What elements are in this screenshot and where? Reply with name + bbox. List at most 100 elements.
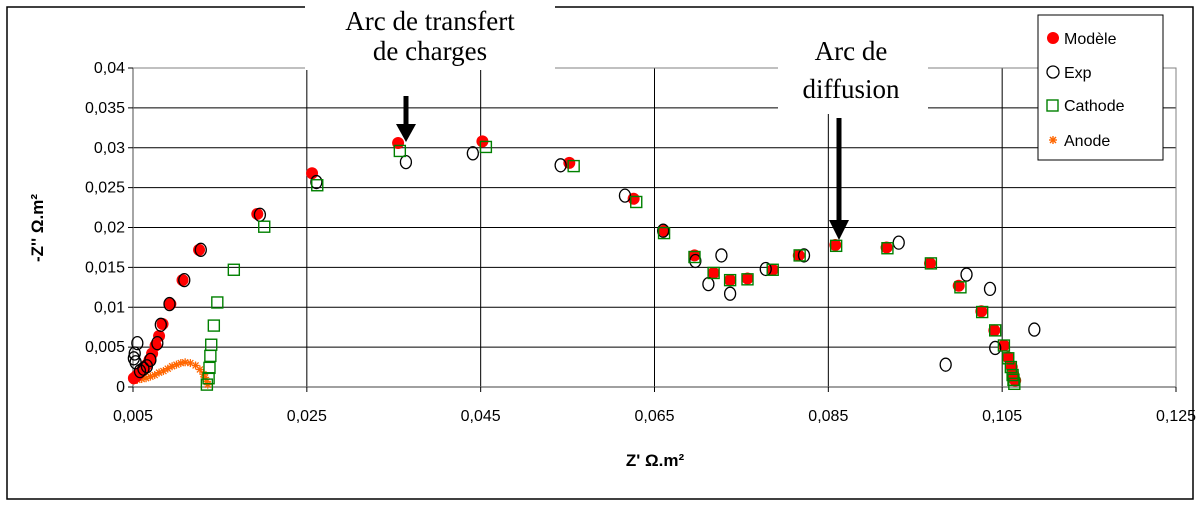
x-tick-label: 0,025: [287, 408, 327, 425]
chart-border: [6, 6, 1194, 500]
point-cathode: [205, 338, 218, 351]
point-cathode: [311, 179, 324, 192]
point-modele: [688, 249, 701, 262]
x-tick-label: 0,045: [461, 408, 501, 425]
point-cathode: [989, 324, 1002, 337]
legend-label-exp: Exp: [1064, 65, 1092, 82]
point-anode: [195, 365, 204, 374]
arrow-diffusion: [829, 118, 849, 240]
y-axis-ticks: 0 0,005 0,01 0,015 0,02 0,025 0,03 0,035 0,04: [85, 60, 133, 396]
point-exp: [618, 188, 632, 203]
point-exp: [759, 261, 772, 277]
point-cathode: [479, 140, 493, 154]
point-cathode: [630, 195, 643, 209]
arrow-charge-transfer: [396, 96, 416, 142]
point-exp: [194, 242, 207, 257]
point-exp: [554, 158, 567, 173]
legend-marker-cathode: [1046, 99, 1059, 112]
point-cathode: [211, 296, 224, 309]
point-cathode: [723, 273, 737, 287]
point-cathode: [567, 159, 580, 173]
annotation-box-charge-transfer: [305, 0, 555, 70]
point-modele: [153, 329, 166, 342]
point-exp: [657, 223, 670, 238]
point-exp: [715, 248, 728, 263]
annotation-charge-transfer-line1: Arc de transfert: [345, 6, 515, 36]
legend: Modèle Exp Cathode Anode: [1037, 14, 1164, 161]
point-modele: [724, 274, 737, 287]
point-cathode: [227, 263, 241, 276]
legend-marker-anode: [1049, 136, 1057, 144]
annotation-diffusion-line2: diffusion: [802, 74, 900, 104]
point-cathode: [200, 378, 214, 391]
legend-marker-modele: [1047, 32, 1059, 44]
point-anode: [191, 361, 200, 370]
y-tick-label: 0,025: [85, 180, 125, 197]
x-tick-label: 0,065: [634, 408, 674, 425]
y-tick-label: 0,01: [94, 299, 125, 316]
point-cathode: [707, 266, 720, 280]
annotation-charge-transfer-line2: de charges: [373, 36, 487, 66]
point-modele: [988, 324, 1001, 337]
point-cathode: [975, 305, 989, 319]
y-tick-label: 0,035: [85, 100, 125, 117]
x-tick-label: 0,005: [113, 408, 153, 425]
y-tick-label: 0: [116, 379, 125, 396]
annotation-box-diffusion: [778, 32, 928, 114]
point-cathode: [741, 273, 754, 286]
point-anode: [159, 367, 168, 376]
point-cathode: [1006, 368, 1019, 382]
point-exp: [939, 357, 952, 372]
x-axis-ticks: 0,005 0,025 0,045 0,065 0,085 0,105 0,125: [113, 387, 1196, 425]
y-tick-label: 0,015: [85, 259, 125, 276]
legend-label-anode: Anode: [1064, 133, 1110, 150]
y-axis-title: -Z'' Ω.m²: [28, 194, 47, 262]
point-modele: [924, 257, 937, 270]
point-anode: [146, 372, 155, 381]
point-cathode: [829, 239, 843, 253]
x-tick-label: 0,125: [1156, 408, 1196, 425]
point-cathode: [793, 249, 806, 262]
point-cathode: [1004, 360, 1018, 374]
point-exp: [163, 296, 176, 312]
point-exp: [797, 248, 811, 263]
point-anode: [203, 380, 212, 389]
legend-label-cathode: Cathode: [1064, 98, 1125, 115]
legend-label-modele: Modèle: [1064, 31, 1117, 48]
legend-marker-exp: [1046, 65, 1060, 79]
point-exp: [128, 346, 141, 361]
annotation-diffusion-line1: Arc de: [815, 36, 888, 66]
point-exp: [983, 281, 997, 297]
y-tick-label: 0,03: [94, 140, 125, 157]
point-exp: [989, 340, 1002, 356]
point-modele: [975, 305, 988, 318]
point-cathode: [954, 281, 967, 294]
point-cathode: [393, 144, 407, 158]
point-exp: [151, 335, 164, 351]
x-tick-label: 0,105: [982, 408, 1022, 425]
point-exp: [1028, 322, 1041, 337]
point-cathode: [657, 226, 671, 240]
point-modele: [741, 272, 754, 285]
point-modele: [1002, 351, 1015, 364]
point-cathode: [688, 250, 701, 264]
point-cathode: [258, 220, 271, 233]
point-modele: [149, 339, 162, 352]
point-modele: [707, 266, 720, 279]
point-cathode: [1008, 377, 1021, 391]
point-exp: [178, 272, 191, 288]
point-cathode: [1002, 352, 1015, 365]
point-cathode: [203, 361, 216, 375]
point-anode: [181, 358, 190, 367]
point-modele: [880, 241, 893, 254]
point-cathode: [924, 257, 938, 270]
point-exp: [131, 335, 144, 351]
x-tick-label: 0,085: [808, 408, 848, 425]
point-cathode: [1007, 373, 1020, 387]
point-modele: [164, 298, 177, 311]
point-cathode: [997, 339, 1011, 352]
point-exp: [466, 146, 479, 161]
point-cathode: [207, 319, 221, 332]
x-axis-title: Z' Ω.m²: [626, 451, 685, 470]
